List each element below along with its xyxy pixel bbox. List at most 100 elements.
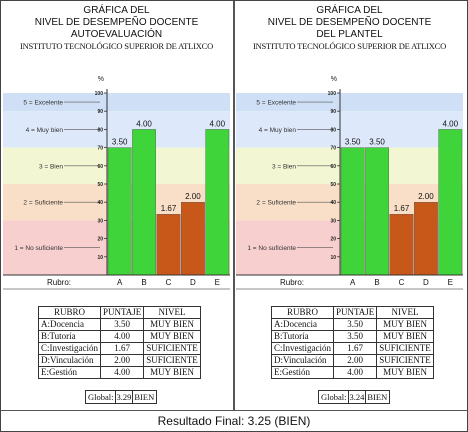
bar — [365, 147, 389, 276]
global-value: 3.24 — [347, 391, 365, 403]
bar-value-label: 3.50 — [369, 138, 385, 147]
table-cell: 2.00 — [332, 354, 378, 367]
scores-table: RUBRO PUNTAJE NIVEL A:Docencia 3.50 MUY BI… — [38, 306, 201, 379]
table-cell: E:Gestión — [38, 366, 101, 379]
bar-value-label: 4.00 — [210, 119, 226, 128]
table-row: E:Gestión 4.00 MUY BIEN — [271, 366, 434, 379]
y-tick-label: 100 — [328, 91, 337, 97]
panel-plantel: GRÁFICA DEL NIVEL DE DESEMPEÑO DOCENTE D… — [234, 1, 465, 411]
table-cell: C:Investigación — [38, 342, 101, 355]
table-cell: 3.50 — [332, 330, 378, 343]
table-row: E:Gestión 4.00 MUY BIEN — [38, 366, 201, 379]
y-tick-label: 30 — [330, 218, 336, 224]
band-label: 3 = Bien — [272, 163, 296, 170]
bar-value-label: 1.67 — [161, 204, 177, 213]
bar-chart-autoevaluacion: 5 = Excelente 4 = Muy bien 3 = Bien 2 = Suf… — [3, 76, 230, 290]
table-cell: 3.50 — [99, 318, 145, 331]
institution-name: INSTITUTO TECNOLÓGICO SUPERIOR DE ATLIXC… — [252, 41, 447, 51]
table-cell: B:Tutoría — [38, 330, 101, 343]
x-tick-label: D — [423, 278, 429, 287]
table-cell: D:Vinculación — [38, 354, 101, 367]
panel-divider — [233, 1, 235, 411]
band-label: 2 = Suficiente — [23, 200, 63, 207]
table-header: RUBRO — [271, 306, 334, 319]
table-row: A:Docencia 3.50 MUY BIEN — [271, 318, 434, 331]
y-tick-label: 70 — [330, 146, 336, 152]
y-tick-label: 100 — [95, 91, 104, 97]
bar — [132, 129, 156, 276]
table-cell: SUFICIENTE — [376, 354, 434, 367]
table-header: PUNTAJE — [332, 306, 378, 319]
bar — [340, 147, 365, 276]
table-cell: C:Investigación — [271, 342, 334, 355]
bar-value-label: 2.00 — [185, 192, 201, 201]
table-header: NIVEL — [376, 306, 434, 319]
x-tick-label: C — [399, 278, 405, 287]
y-tick-label: 60 — [97, 164, 103, 170]
global-score-box: Global: 3.29 BIEN — [85, 390, 158, 404]
band-label: 2 = Suficiente — [256, 200, 296, 207]
x-tick-label: B — [374, 278, 379, 287]
x-tick-label: A — [350, 278, 356, 287]
bar-value-label: 3.50 — [112, 138, 128, 147]
table-cell: SUFICIENTE — [143, 342, 201, 355]
table-row: B:Tutoría 3.50 MUY BIEN — [271, 330, 434, 343]
final-result: Resultado Final: 3.25 (BIEN) — [157, 414, 311, 428]
table-cell: 4.00 — [99, 366, 145, 379]
table-cell: MUY BIEN — [143, 366, 201, 379]
y-tick-label: 60 — [330, 164, 336, 170]
table-cell: 2.00 — [99, 354, 145, 367]
table-header-row: RUBRO PUNTAJE NIVEL — [38, 306, 201, 319]
level-band — [236, 111, 463, 148]
table-row: B:Tutoría 4.00 MUY BIEN — [38, 330, 201, 343]
y-tick-label: 40 — [330, 200, 336, 206]
level-band — [236, 93, 463, 112]
y-tick-label: 20 — [97, 237, 103, 243]
bar-value-label: 4.00 — [136, 119, 152, 128]
y-tick-label: 50 — [330, 182, 336, 188]
y-tick-label: 40 — [97, 200, 103, 206]
y-axis-label: % — [331, 76, 337, 83]
table-header: PUNTAJE — [99, 306, 145, 319]
table-cell: 4.00 — [332, 366, 378, 379]
bar — [205, 129, 230, 276]
bar-value-label: 4.00 — [443, 119, 459, 128]
bar — [156, 214, 181, 276]
bar — [413, 201, 438, 276]
table-cell: E:Gestión — [271, 366, 334, 379]
band-label: 4 = Muy bien — [259, 127, 297, 134]
table-cell: MUY BIEN — [143, 318, 201, 331]
panel-title-line-2: NIVEL DE DESEMPEÑO DOCENTE — [267, 17, 432, 28]
table-cell: 1.67 — [99, 342, 145, 355]
global-level: BIEN — [132, 391, 155, 403]
panel-title-line-1: GRÁFICA DEL — [316, 5, 383, 16]
table-cell: MUY BIEN — [376, 330, 434, 343]
band-label: 1 = No suficiente — [14, 245, 63, 252]
bar-value-label: 2.00 — [418, 192, 434, 201]
table-cell: 3.50 — [332, 318, 378, 331]
level-band — [3, 111, 230, 148]
bar — [438, 129, 463, 276]
table-cell: A:Docencia — [271, 318, 334, 331]
x-tick-label: E — [215, 278, 220, 287]
table-cell: 1.67 — [332, 342, 378, 355]
panel-title-line-2: NIVEL DE DESEMPEÑO DOCENTE — [34, 17, 199, 28]
table-row: C:Investigación 1.67 SUFICIENTE — [38, 342, 201, 355]
global-level: BIEN — [365, 391, 388, 403]
x-tick-label: E — [448, 278, 453, 287]
band-label: 1 = No suficiente — [247, 245, 296, 252]
panel-title-line-3: AUTOEVALUACIÓN — [70, 29, 163, 40]
bar-value-label: 1.67 — [394, 204, 410, 213]
bar — [107, 147, 132, 276]
panel-title-line-3: DEL PLANTEL — [316, 29, 383, 40]
table-row: D:Vinculación 2.00 SUFICIENTE — [38, 354, 201, 367]
table-cell: B:Tutoría — [271, 330, 334, 343]
band-label: 3 = Bien — [39, 163, 63, 170]
x-axis-label: Rubro: — [47, 278, 71, 287]
y-tick-label: 80 — [330, 127, 336, 133]
table-header: RUBRO — [38, 306, 101, 319]
y-tick-label: 10 — [97, 255, 103, 261]
x-tick-label: A — [117, 278, 123, 287]
x-axis-label: Rubro: — [280, 278, 304, 287]
